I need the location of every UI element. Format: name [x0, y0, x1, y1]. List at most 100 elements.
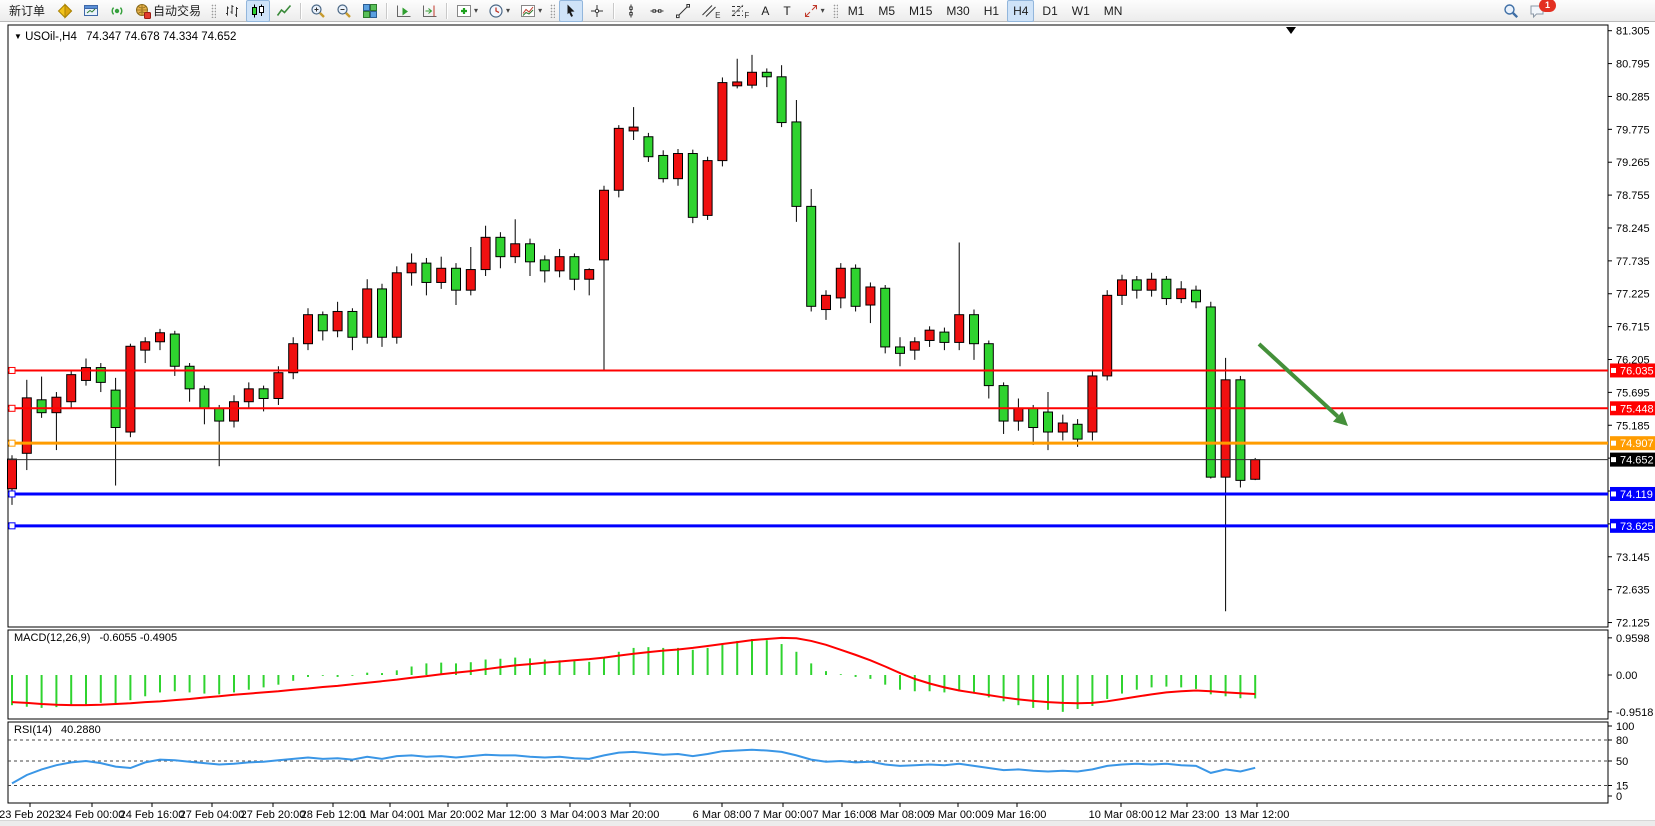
candle	[510, 219, 521, 264]
tf-m30-button[interactable]: M30	[940, 0, 975, 22]
toolbar-drag-handle[interactable]	[832, 3, 838, 18]
new-order-button[interactable]: 新订单	[3, 0, 51, 22]
tf-m1-button[interactable]: M1	[842, 0, 871, 22]
candle	[865, 282, 876, 324]
candle	[939, 327, 950, 351]
crosshair-button[interactable]	[585, 0, 609, 22]
text-button-label: A	[761, 3, 770, 18]
signals-button[interactable]	[105, 0, 129, 22]
chart-shift-marker[interactable]	[1286, 27, 1296, 34]
hline-74.119[interactable]	[8, 490, 1608, 498]
rsi-line	[11, 748, 1256, 785]
tf-d1-button[interactable]: D1	[1036, 0, 1063, 22]
tile-windows-button[interactable]	[358, 0, 382, 22]
symbol-quote: 74.347 74.678 74.334 74.652	[86, 31, 237, 43]
svg-text:-0.9518: -0.9518	[1616, 707, 1653, 719]
candle	[125, 343, 136, 438]
hline-73.625[interactable]	[8, 522, 1608, 530]
svg-text:13 Mar 12:00: 13 Mar 12:00	[1225, 809, 1290, 821]
candle	[969, 309, 979, 360]
svg-text:76.035: 76.035	[1620, 365, 1654, 377]
rsi-title: RSI(14)	[14, 724, 52, 736]
bar-chart-button[interactable]	[220, 0, 244, 22]
svg-text:0: 0	[1616, 791, 1622, 803]
arrows-button[interactable]: ▾	[799, 0, 829, 22]
window-bottom-strip	[0, 820, 1655, 826]
periods-button[interactable]: ▾	[484, 0, 514, 22]
zoom-out-button[interactable]	[332, 0, 356, 22]
chart-shift-button[interactable]	[418, 0, 442, 22]
vline-icon	[623, 3, 639, 19]
zoom-in-button[interactable]	[306, 0, 330, 22]
chart-canvas[interactable]: 81.305 80.795 80.285 79.775 79.265 78.755 78.2…	[0, 22, 1655, 826]
chevron-down-icon[interactable]: ▾	[538, 6, 543, 15]
cursor-button[interactable]	[559, 0, 584, 22]
text-label-button[interactable]: T	[777, 0, 796, 22]
tf-m5-button[interactable]: M5	[872, 0, 901, 22]
charts-button[interactable]	[53, 0, 77, 22]
svg-text:74.652: 74.652	[1620, 455, 1654, 467]
toolbar-group: E F A T ▾	[618, 0, 830, 22]
toolbar-drag-handle[interactable]	[550, 3, 556, 18]
svg-text:7 Mar 16:00: 7 Mar 16:00	[813, 809, 872, 821]
toolbar-group: ▾ ▾ ▾	[451, 0, 547, 22]
symbol-collapse-icon[interactable]: ▼	[14, 32, 22, 41]
candle	[791, 100, 802, 222]
text-button[interactable]: A	[755, 0, 775, 22]
indicators-icon	[456, 3, 472, 19]
candle	[243, 382, 254, 409]
tf-w1-button[interactable]: W1	[1066, 0, 1096, 22]
chevron-down-icon[interactable]: ▾	[506, 6, 511, 15]
tf-mn-button[interactable]: MN	[1098, 0, 1129, 22]
toolbar-drag-handle[interactable]	[211, 3, 217, 18]
chevron-down-icon[interactable]: ▾	[474, 6, 479, 15]
vertical-line-button[interactable]	[619, 0, 643, 22]
toolbar-group: M1 M5 M15 M30 H1 H4 D1 W1 MN	[841, 0, 1130, 22]
candle	[1117, 274, 1127, 306]
candlestick-chart-button[interactable]	[246, 0, 271, 22]
channel-button[interactable]: E	[697, 0, 724, 22]
auto-scroll-button[interactable]	[392, 0, 416, 22]
svg-text:74.119: 74.119	[1620, 489, 1653, 501]
candle	[66, 369, 77, 409]
chart-window[interactable]: ▼ USOil-,H4 74.347 74.678 74.334 74.652 …	[0, 22, 1655, 826]
current-price-tag: 74.652	[1610, 452, 1655, 467]
hline-76.035[interactable]	[8, 366, 1608, 374]
svg-text:0.00: 0.00	[1616, 670, 1637, 682]
toolbar-separator	[446, 2, 449, 19]
search-button[interactable]	[1499, 0, 1523, 22]
fibonacci-button[interactable]: F	[726, 0, 753, 22]
terminal-button[interactable]	[79, 0, 103, 22]
templates-button[interactable]: ▾	[516, 0, 546, 22]
horizontal-line-button[interactable]	[645, 0, 669, 22]
channel-icon	[701, 3, 717, 19]
candle	[1087, 369, 1098, 441]
candle	[95, 363, 106, 393]
hline-icon	[649, 3, 665, 19]
line-chart-button[interactable]	[272, 0, 296, 22]
toolbar-separator	[386, 2, 389, 19]
trendline-button[interactable]	[671, 0, 695, 22]
svg-text:72.125: 72.125	[1616, 618, 1650, 630]
price-tag-74.119: 74.119	[1610, 486, 1655, 501]
svg-text:78.755: 78.755	[1616, 190, 1650, 202]
candle	[317, 311, 328, 341]
candle	[36, 376, 47, 418]
notifications-button[interactable]: 1	[1525, 0, 1560, 22]
symbol-name: USOil-,H4	[25, 31, 77, 43]
candle	[1131, 276, 1142, 299]
tf-h1-button[interactable]: H1	[978, 0, 1005, 22]
tf-m15-button[interactable]: M15	[903, 0, 938, 22]
tf-h4-button[interactable]: H4	[1007, 0, 1035, 22]
indicators-button[interactable]: ▾	[452, 0, 482, 22]
svg-text:74.907: 74.907	[1620, 438, 1654, 450]
hline-75.448[interactable]	[8, 404, 1608, 412]
macd-pane: 0.9598 0.00 -0.9518	[11, 633, 1653, 719]
templates-icon	[520, 3, 536, 19]
chevron-down-icon[interactable]: ▾	[820, 6, 825, 15]
hline-74.907[interactable]	[8, 439, 1608, 447]
candle	[436, 256, 447, 289]
down-arrow-annotation[interactable]	[1257, 342, 1348, 426]
autotrading-button[interactable]: 自动交易	[131, 0, 207, 22]
autotrading-icon	[135, 3, 152, 19]
